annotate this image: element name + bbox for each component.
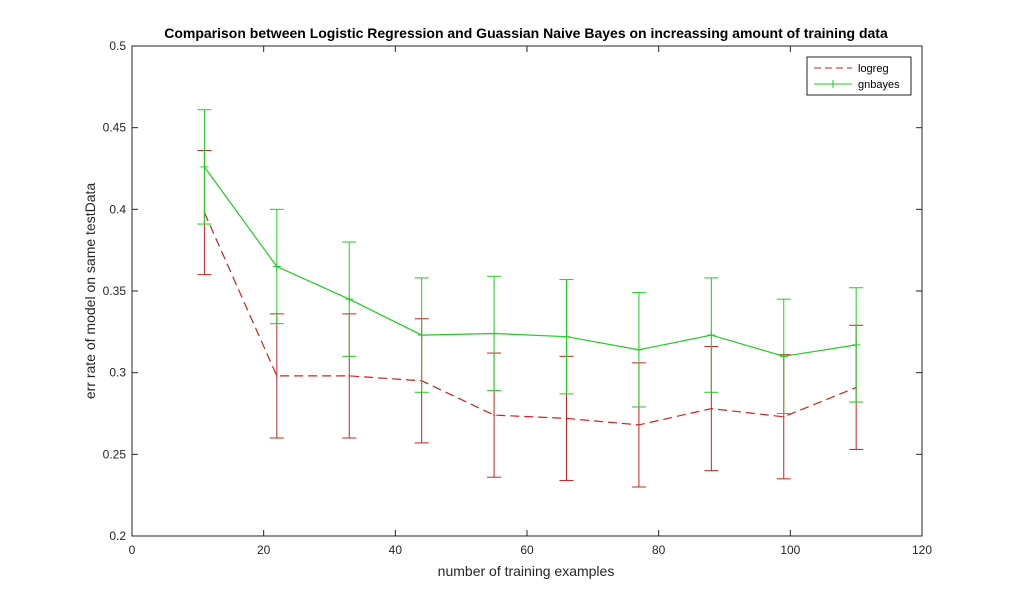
legend-logreg-label: logreg <box>858 63 889 75</box>
y-tick-label: 0.25 <box>103 447 127 461</box>
y-tick-label: 0.3 <box>109 366 126 380</box>
x-tick-label: 40 <box>389 543 403 557</box>
data-point <box>272 262 281 271</box>
data-point <box>634 345 643 354</box>
data-point <box>852 340 861 349</box>
series-layer <box>197 109 864 488</box>
data-point <box>493 414 495 416</box>
data-point <box>782 415 785 418</box>
x-axis: 0 20 40 60 80 100 120 <box>129 46 932 557</box>
x-axis-label: number of training examples <box>438 563 615 579</box>
data-point <box>638 424 640 426</box>
y-tick-label: 0.5 <box>109 39 126 53</box>
data-point <box>490 329 499 338</box>
x-tick-label: 0 <box>129 543 136 557</box>
data-point <box>565 417 568 420</box>
chart-title: Comparison between Logistic Regression a… <box>164 25 888 41</box>
data-point <box>779 352 788 361</box>
data-point <box>276 375 278 377</box>
data-point <box>200 162 209 171</box>
y-axis-label: err rate of model on same testData <box>82 183 98 400</box>
legend: logreg gnbayes <box>806 56 912 96</box>
x-tick-label: 20 <box>257 543 271 557</box>
data-point <box>562 332 571 341</box>
x-tick-label: 100 <box>780 543 800 557</box>
x-tick-label: 120 <box>912 543 932 557</box>
series-line-gnbayes <box>203 166 857 357</box>
plot-area <box>131 45 923 537</box>
legend-gnbayes-marker <box>829 80 837 88</box>
data-point <box>345 295 354 304</box>
x-tick-label: 80 <box>652 543 666 557</box>
x-tick-label: 60 <box>520 543 534 557</box>
data-point <box>348 375 351 377</box>
series-gnbayes <box>197 109 864 414</box>
legend-box <box>806 56 912 96</box>
series-line-logreg <box>203 212 857 426</box>
data-point <box>417 331 426 340</box>
y-tick-label: 0.45 <box>103 121 127 135</box>
y-axis: 0.2 0.25 0.3 0.35 0.4 0.45 0.5 <box>103 39 922 543</box>
y-tick-label: 0.35 <box>103 284 127 298</box>
y-tick-label: 0.2 <box>109 529 126 543</box>
y-tick-label: 0.4 <box>109 202 126 216</box>
data-point <box>710 407 713 410</box>
data-point <box>707 331 716 340</box>
legend-gnbayes-label: gnbayes <box>858 79 900 91</box>
